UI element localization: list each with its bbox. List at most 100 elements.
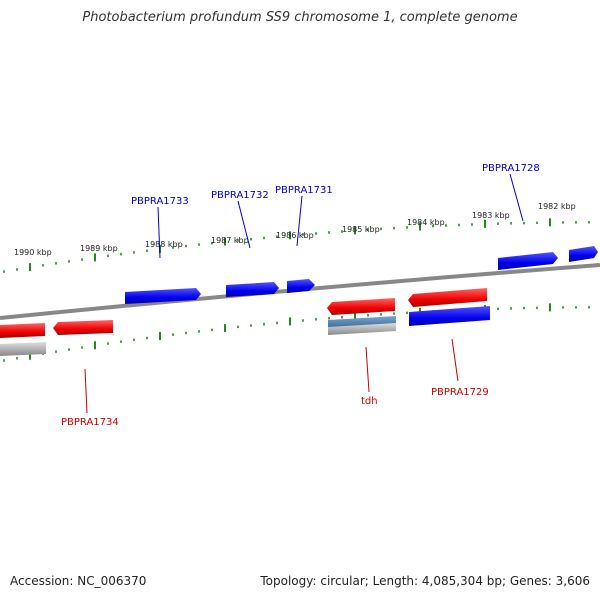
minor-tick [107,254,109,258]
leader-line [84,368,88,414]
gene-label[interactable]: tdh [361,396,378,407]
minor-tick [211,328,213,332]
minor-tick [588,221,590,224]
reverse-gene-labels: PBPRA1734 tdh PBPRA1729 [61,387,489,428]
major-tick [94,253,96,262]
minor-tick [536,306,538,310]
major-tick [354,312,356,321]
major-tick [29,263,31,272]
gene-PBPRA1733[interactable] [125,288,201,304]
minor-tick [341,315,343,319]
major-tick [354,226,356,235]
minor-tick [302,319,304,322]
major-tick [224,324,226,333]
minor-tick [315,318,317,321]
gene-label[interactable]: PBPRA1734 [61,417,119,428]
topology-text: Topology: circular; Length: 4,085,304 bp… [260,574,590,588]
leader-line [451,338,459,382]
major-tick [159,332,161,341]
minor-tick [250,324,252,327]
leader-line [157,206,161,259]
minor-tick [367,228,369,231]
label-leader-lines [84,173,524,414]
minor-tick [393,226,395,230]
minor-tick [276,235,278,238]
minor-tick [562,306,564,309]
minor-tick [588,306,590,309]
minor-tick [198,243,200,246]
minor-tick [406,311,408,315]
major-tick [549,218,551,227]
minor-tick [185,244,187,248]
forward-strand-genes [125,246,598,304]
minor-tick [146,249,148,253]
minor-tick [445,224,447,227]
minor-tick [198,330,200,333]
scale-label: 1988 kbp [145,240,183,249]
gene-PBPRA1729-lower[interactable] [409,306,490,326]
minor-tick [16,356,18,360]
gene-PBPRA1732[interactable] [226,282,279,297]
minor-tick [120,252,122,256]
minor-tick [42,264,44,267]
minor-tick [263,322,265,326]
minor-tick [237,325,239,329]
major-tick [94,341,96,350]
gene-label[interactable]: PBPRA1731 [275,185,333,196]
pseudo-gene-left[interactable] [0,342,46,356]
gene-label[interactable]: PBPRA1733 [131,196,189,207]
scale-label: 1984 kbp [407,218,445,227]
minor-tick [367,314,369,317]
minor-tick [575,306,577,309]
gene-label[interactable]: PBPRA1732 [211,190,269,201]
minor-tick [133,251,135,254]
minor-tick [211,241,213,245]
major-tick [29,351,31,360]
minor-tick [276,321,278,325]
reverse-strand-genes [0,288,487,338]
gene-PBPRA1734[interactable] [53,320,113,335]
upper-scale-labels: 1990 kbp 1989 kbp 1988 kbp 1987 kbp 1986… [14,202,576,257]
minor-tick [432,224,434,228]
leader-line [509,173,524,222]
minor-tick [341,230,343,233]
minor-tick [55,350,57,353]
major-tick [289,317,291,326]
map-title: Photobacterium profundum SS9 chromosome … [82,10,518,25]
minor-tick [380,313,382,316]
minor-tick [81,346,83,349]
minor-tick [185,331,187,335]
minor-tick [146,336,148,340]
minor-tick [172,333,174,336]
gene-PBPRA1729[interactable] [408,288,487,307]
minor-tick [16,268,18,271]
minor-tick [510,307,512,310]
major-tick [484,219,486,228]
gene-PBPRA1728[interactable] [498,252,558,270]
gene-label[interactable]: PBPRA1728 [482,163,540,174]
minor-tick [393,312,395,315]
upper-scale-ticks [3,218,590,273]
major-tick [224,237,226,246]
leader-line [237,200,251,249]
minor-tick [68,348,70,351]
gene-reverse-edge[interactable] [0,323,45,338]
scale-label: 1985 kbp [342,225,380,234]
gene-PBPRA1731[interactable] [287,279,315,293]
gene-tdh[interactable] [327,298,395,315]
pseudo-gene-tdh-region[interactable] [328,323,396,335]
minor-tick [237,239,239,242]
minor-tick [68,260,70,263]
gene-forward-edge[interactable] [569,246,598,262]
minor-tick [380,227,382,231]
gene-label[interactable]: PBPRA1729 [431,387,489,398]
minor-tick [497,222,499,225]
rna-and-pseudo-genes [0,306,490,356]
minor-tick [250,237,252,241]
scale-label: 1987 kbp [211,236,249,245]
minor-tick [523,221,525,225]
minor-tick [575,221,577,224]
minor-tick [315,232,317,235]
minor-tick [263,236,265,240]
